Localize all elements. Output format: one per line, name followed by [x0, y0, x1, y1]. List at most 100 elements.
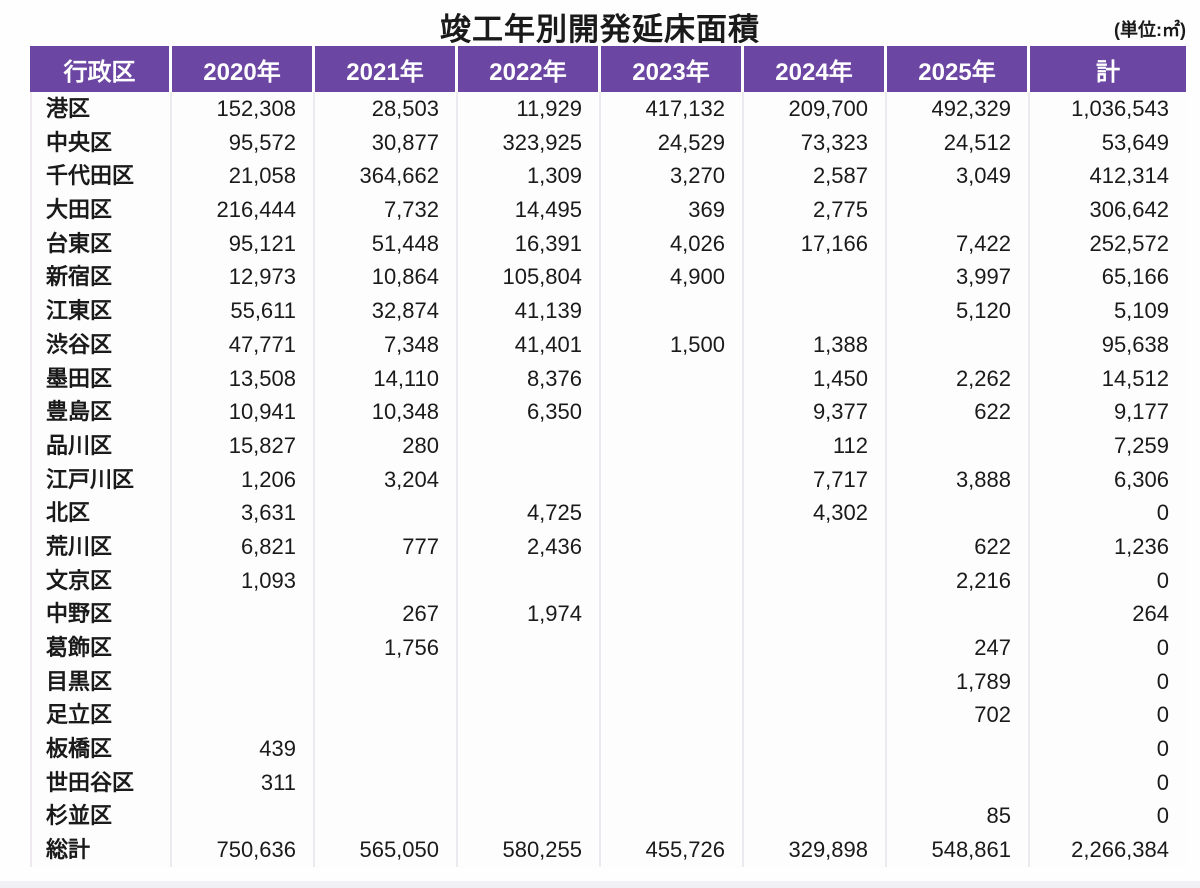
- column-header: 2020年: [172, 46, 315, 92]
- value-cell: 1,236: [1030, 529, 1186, 564]
- value-cell: [458, 631, 601, 665]
- table-row: 世田谷区 311 0: [30, 765, 1186, 800]
- table-row: 墨田区 13,508 14,110 8,376 1,450 2,262 14,512: [30, 361, 1186, 396]
- value-cell: 152,308: [172, 92, 315, 126]
- value-cell: 55,611: [172, 294, 315, 328]
- value-cell: 95,572: [172, 125, 315, 160]
- value-cell: [601, 597, 744, 631]
- value-cell: [601, 294, 744, 328]
- value-cell: 492,329: [887, 92, 1030, 126]
- value-cell: [744, 260, 887, 295]
- value-cell: 3,204: [315, 462, 458, 497]
- district-cell: 豊島区: [30, 395, 172, 429]
- value-cell: 580,255: [458, 833, 601, 867]
- value-cell: [744, 529, 887, 564]
- value-cell: 15,827: [172, 428, 315, 463]
- value-cell: 280: [315, 428, 458, 463]
- value-cell: 209,700: [744, 92, 887, 126]
- value-cell: [887, 193, 1030, 227]
- table-row: 北区 3,631 4,725 4,302 0: [30, 496, 1186, 530]
- district-cell: 板橋区: [30, 732, 172, 766]
- value-cell: 0: [1030, 664, 1186, 699]
- value-cell: 7,348: [315, 327, 458, 362]
- value-cell: [315, 698, 458, 733]
- value-cell: [315, 664, 458, 699]
- value-cell: [315, 496, 458, 530]
- value-cell: 7,259: [1030, 428, 1186, 463]
- value-cell: 85: [887, 799, 1030, 834]
- value-cell: 267: [315, 597, 458, 631]
- value-cell: [172, 664, 315, 699]
- value-cell: 7,422: [887, 226, 1030, 261]
- value-cell: 264: [1030, 597, 1186, 631]
- value-cell: 1,789: [887, 664, 1030, 699]
- value-cell: 0: [1030, 765, 1186, 800]
- district-cell: 総計: [30, 833, 172, 867]
- value-cell: 21,058: [172, 159, 315, 194]
- value-cell: 3,270: [601, 159, 744, 194]
- value-cell: 73,323: [744, 125, 887, 160]
- value-cell: 364,662: [315, 159, 458, 194]
- value-cell: 548,861: [887, 833, 1030, 867]
- value-cell: 2,775: [744, 193, 887, 227]
- value-cell: 7,732: [315, 193, 458, 227]
- district-cell: 世田谷区: [30, 765, 172, 800]
- value-cell: 311: [172, 765, 315, 800]
- value-cell: 6,350: [458, 395, 601, 429]
- value-cell: [172, 631, 315, 665]
- value-cell: 11,929: [458, 92, 601, 126]
- district-cell: 江東区: [30, 294, 172, 328]
- value-cell: 4,725: [458, 496, 601, 530]
- value-cell: 9,177: [1030, 395, 1186, 429]
- value-cell: 3,049: [887, 159, 1030, 194]
- column-header: 2022年: [458, 46, 601, 92]
- page-title: 竣工年別開発延床面積: [440, 12, 760, 47]
- value-cell: [601, 664, 744, 699]
- district-cell: 品川区: [30, 428, 172, 463]
- table-row: 足立区 702 0: [30, 698, 1186, 733]
- district-cell: 目黒区: [30, 664, 172, 699]
- value-cell: 247: [887, 631, 1030, 665]
- value-cell: [458, 799, 601, 834]
- value-cell: [744, 563, 887, 598]
- value-cell: [458, 428, 601, 463]
- value-cell: 9,377: [744, 395, 887, 429]
- value-cell: [601, 631, 744, 665]
- value-cell: 777: [315, 529, 458, 564]
- value-cell: [744, 664, 887, 699]
- value-cell: 369: [601, 193, 744, 227]
- value-cell: 750,636: [172, 833, 315, 867]
- value-cell: 14,495: [458, 193, 601, 227]
- value-cell: 17,166: [744, 226, 887, 261]
- value-cell: [601, 496, 744, 530]
- value-cell: [601, 529, 744, 564]
- value-cell: [601, 799, 744, 834]
- value-cell: [315, 732, 458, 766]
- value-cell: 323,925: [458, 125, 601, 160]
- data-table: 行政区 2020年 2021年 2022年 2023年 2024年 2025年計 港区 152…: [30, 46, 1186, 867]
- district-cell: 渋谷区: [30, 327, 172, 362]
- table-row: 千代田区 21,058 364,662 1,309 3,270 2,587 3,049 412…: [30, 159, 1186, 194]
- value-cell: 30,877: [315, 125, 458, 160]
- value-cell: 216,444: [172, 193, 315, 227]
- district-cell: 葛飾区: [30, 631, 172, 665]
- value-cell: 0: [1030, 799, 1186, 834]
- value-cell: 455,726: [601, 833, 744, 867]
- value-cell: 51,448: [315, 226, 458, 261]
- unit-label: (単位:㎡): [1114, 20, 1186, 40]
- value-cell: 6,821: [172, 529, 315, 564]
- value-cell: 41,139: [458, 294, 601, 328]
- title-row: 竣工年別開発延床面積 (単位:㎡): [0, 0, 1200, 47]
- value-cell: 0: [1030, 631, 1186, 665]
- table-row: 江戸川区 1,206 3,204 7,717 3,888 6,306: [30, 462, 1186, 497]
- value-cell: 4,302: [744, 496, 887, 530]
- column-header-district: 行政区: [30, 46, 172, 92]
- column-header: 2025年: [887, 46, 1030, 92]
- table-row: 江東区 55,611 32,874 41,139 5,120 5,109: [30, 294, 1186, 328]
- district-cell: 港区: [30, 92, 172, 126]
- value-cell: [601, 732, 744, 766]
- table-row: 葛飾区 1,756 247 0: [30, 631, 1186, 665]
- value-cell: [601, 698, 744, 733]
- table-header-row: 行政区 2020年 2021年 2022年 2023年 2024年 2025年計: [30, 46, 1186, 92]
